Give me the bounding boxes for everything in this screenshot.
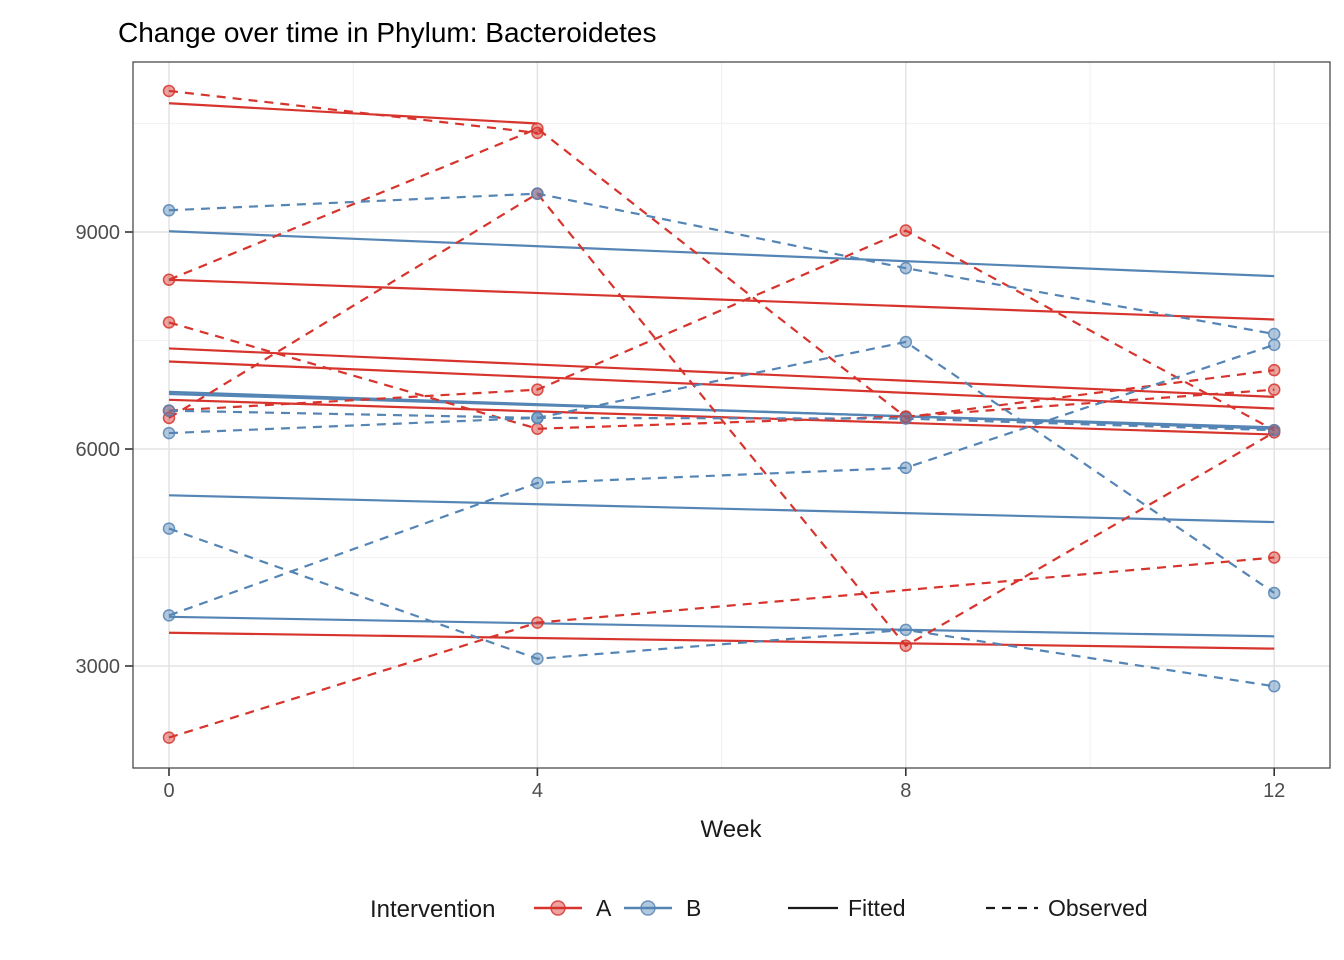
observed-point-B5-w12[interactable] (1267, 338, 1281, 352)
observed-point-B4-w0[interactable] (162, 522, 176, 535)
observed-lines (168, 89, 1275, 739)
data-points (162, 84, 1281, 744)
x-tick-label: 12 (1263, 780, 1285, 802)
observed-point-B1-w12[interactable] (1267, 327, 1281, 341)
fitted-line-B4 (168, 615, 1275, 638)
observed-point-A3-w12[interactable] (1267, 383, 1281, 396)
observed-point-A5-w8[interactable] (899, 639, 913, 652)
observed-line-B4 (168, 527, 1275, 688)
legend-label-a: A (596, 895, 612, 921)
y-tick-label: 3000 (76, 656, 121, 678)
legend-label-fitted: Fitted (848, 895, 906, 921)
legend-key-b[interactable]: B (624, 895, 701, 921)
observed-line-A6 (168, 556, 1275, 739)
legend-title: Intervention (370, 896, 495, 923)
legend: Intervention A B Fitted Observed (370, 895, 1148, 923)
observed-point-A6-w4[interactable] (531, 616, 544, 629)
observed-point-B3-w12[interactable] (1267, 423, 1281, 437)
observed-line-B5 (168, 343, 1275, 617)
fitted-line-A4 (168, 360, 1275, 410)
legend-key-b-point-icon (640, 900, 656, 916)
observed-line-A4 (168, 229, 1275, 432)
observed-point-A2-w4[interactable] (531, 122, 544, 135)
gridlines-minor (133, 62, 1330, 768)
y-tick-label: 6000 (76, 439, 121, 461)
observed-point-B3-w0[interactable] (162, 426, 176, 440)
observed-point-B1-w8[interactable] (899, 261, 913, 275)
fitted-line-A6 (168, 631, 1275, 650)
x-axis-title: Week (701, 816, 763, 843)
x-tick-label: 0 (163, 780, 174, 802)
fitted-line-A2 (168, 278, 1275, 321)
legend-key-fitted[interactable]: Fitted (788, 895, 906, 921)
observed-point-A2-w0[interactable] (162, 273, 176, 286)
observed-point-A2-w12[interactable] (1267, 363, 1281, 377)
observed-point-B3-w4[interactable] (531, 411, 544, 425)
fitted-line-A1 (168, 102, 538, 125)
observed-point-B4-w8[interactable] (899, 623, 913, 637)
observed-point-B2-w0[interactable] (162, 404, 176, 417)
legend-key-observed[interactable]: Observed (986, 895, 1148, 921)
legend-key-a-point-icon (550, 900, 566, 916)
observed-line-B1 (168, 192, 1275, 336)
observed-point-B2-w12[interactable] (1267, 586, 1281, 600)
observed-point-B4-w12[interactable] (1267, 680, 1281, 693)
observed-point-B5-w8[interactable] (899, 461, 913, 475)
observed-line-A1 (168, 89, 538, 134)
observed-line-B2 (168, 340, 1275, 594)
panel-border (132, 61, 1331, 769)
observed-point-A6-w0[interactable] (162, 731, 176, 744)
observed-point-A1-w0[interactable] (162, 84, 176, 98)
fitted-line-B1 (168, 230, 1275, 278)
observed-point-B5-w4[interactable] (531, 476, 544, 490)
panel-background (133, 62, 1330, 768)
x-tick-label: 4 (532, 780, 543, 802)
observed-point-B5-w0[interactable] (162, 609, 176, 622)
observed-line-A3 (168, 321, 1275, 430)
observed-point-A4-w4[interactable] (531, 383, 544, 396)
observed-line-B3 (168, 416, 1275, 435)
observed-point-B4-w4[interactable] (531, 652, 544, 666)
fitted-line-B5 (168, 494, 1275, 524)
axis-ticks (125, 231, 1275, 776)
observed-point-A3-w0[interactable] (162, 316, 176, 329)
observed-point-B2-w8[interactable] (899, 335, 913, 349)
legend-key-a[interactable]: A (534, 895, 612, 921)
observed-line-A5 (168, 192, 1275, 648)
axis-tick-labels: 0 4 8 12 3000 6000 9000 (76, 222, 1286, 802)
observed-point-A4-w8[interactable] (899, 224, 913, 237)
legend-label-observed: Observed (1048, 895, 1148, 921)
observed-point-B1-w4[interactable] (531, 187, 544, 200)
observed-line-A2 (168, 127, 1275, 419)
observed-point-A1-w4[interactable] (531, 126, 544, 140)
x-tick-label: 8 (900, 780, 911, 802)
chart-title: Change over time in Phylum: Bacteroidete… (118, 17, 657, 48)
observed-point-B1-w0[interactable] (162, 204, 176, 217)
observed-point-A6-w12[interactable] (1267, 551, 1281, 564)
y-tick-label: 9000 (76, 222, 121, 244)
legend-label-b: B (686, 895, 701, 921)
observed-point-B3-w8[interactable] (899, 412, 913, 425)
observed-point-A3-w4[interactable] (531, 422, 544, 435)
fitted-line-A3 (168, 347, 1275, 399)
